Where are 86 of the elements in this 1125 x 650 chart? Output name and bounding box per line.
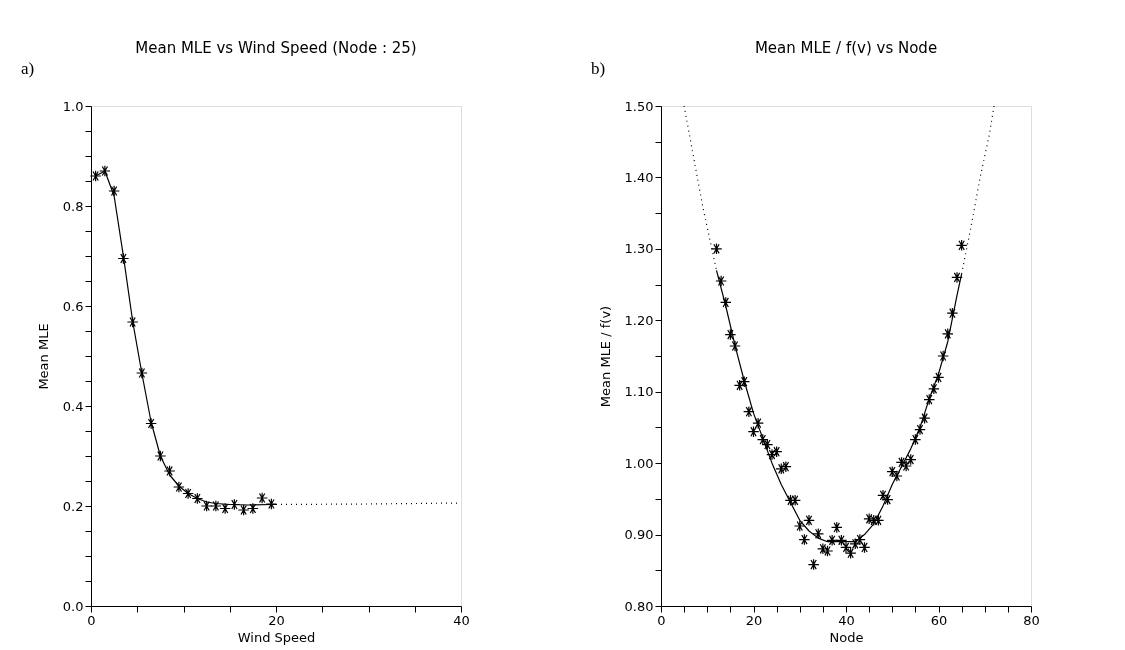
point (793, 520, 806, 532)
x-axis-title: Node (829, 629, 864, 645)
point (145, 417, 157, 430)
y-tick-label: 0.80 (624, 598, 654, 614)
point (886, 465, 899, 478)
point (770, 445, 783, 458)
point (752, 417, 764, 429)
point (729, 340, 741, 352)
y-tick-label: 1.00 (624, 455, 654, 471)
point (941, 328, 954, 340)
x-tick-label: 40 (453, 612, 470, 628)
text: a) (21, 59, 35, 78)
point (798, 533, 811, 546)
point (89, 170, 102, 182)
point (715, 275, 727, 287)
x-tick-label: 40 (838, 612, 855, 628)
point (951, 271, 963, 284)
point (923, 393, 936, 406)
point (743, 405, 755, 418)
point (99, 165, 111, 177)
y-tick-label: 0.0 (62, 598, 84, 614)
text: b) (591, 59, 606, 78)
point (724, 328, 737, 341)
point (126, 316, 139, 328)
point (849, 538, 862, 550)
point (881, 493, 894, 506)
point (219, 502, 231, 515)
x-tick-label: 80 (1023, 612, 1040, 628)
point (955, 239, 968, 252)
point (733, 379, 746, 392)
point (932, 371, 945, 384)
y-tick-label: 1.50 (624, 98, 654, 114)
point (830, 521, 843, 534)
y-tick-label: 0.2 (62, 498, 84, 514)
point (265, 498, 278, 510)
point (228, 498, 241, 511)
point (766, 448, 778, 461)
point (821, 545, 834, 557)
point (826, 534, 838, 547)
point (946, 307, 959, 319)
point (918, 412, 931, 424)
x-axis-title: Wind Speed (237, 629, 316, 645)
point (747, 425, 760, 438)
y-tick-label: 1.20 (624, 312, 654, 328)
x-tick-label: 20 (745, 612, 763, 628)
point (914, 423, 926, 436)
point (163, 465, 176, 477)
y-tick-label: 1.10 (624, 384, 654, 400)
y-tick-label: 0.6 (62, 298, 84, 314)
point (719, 296, 732, 309)
point (117, 252, 130, 265)
x-tick-label: 60 (930, 612, 948, 628)
point (247, 502, 259, 515)
point (710, 243, 723, 255)
y-tick-label: 0.8 (62, 198, 84, 214)
point (780, 460, 792, 473)
point (937, 350, 949, 362)
point (200, 500, 213, 512)
point (904, 453, 917, 466)
point (237, 504, 250, 516)
chart-title: Mean MLE vs Wind Speed (Node : 25) (135, 39, 417, 57)
x-tick-label: 0 (87, 612, 96, 628)
point (182, 487, 194, 500)
point (136, 367, 148, 379)
point (807, 558, 820, 571)
point (173, 481, 185, 493)
point (738, 375, 751, 388)
y-tick-label: 0.90 (624, 527, 654, 543)
y-axis-title: Mean MLE / f(v) (597, 305, 613, 408)
y-axis-title: Mean MLE (35, 323, 51, 390)
point (909, 433, 922, 446)
y-tick-label: 1.30 (624, 241, 654, 257)
point (191, 492, 204, 505)
point (210, 500, 222, 512)
point (928, 383, 940, 395)
y-tick-label: 1.40 (624, 169, 654, 185)
y-tick-label: 0.4 (62, 398, 84, 414)
y-tick-label: 1.0 (62, 98, 84, 114)
x-tick-label: 20 (268, 612, 285, 628)
chart-title: Mean MLE / f(v) vs Node (754, 39, 938, 57)
point (803, 514, 815, 527)
point (256, 492, 268, 504)
point (108, 185, 120, 197)
point (812, 528, 825, 540)
point (154, 450, 167, 462)
x-tick-label: 0 (657, 612, 666, 628)
